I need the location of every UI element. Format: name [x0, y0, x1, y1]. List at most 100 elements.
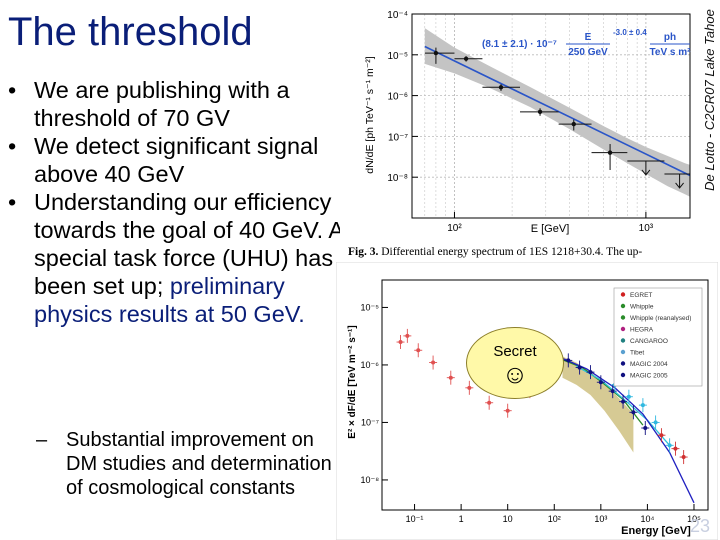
data-point — [431, 360, 436, 365]
x-tick-label: 10⁴ — [640, 514, 654, 524]
formula-fraction-den: 250 GeV — [568, 47, 608, 58]
data-point — [467, 385, 472, 390]
secret-label: Secret — [493, 343, 537, 360]
legend: EGRET Whipple Whipple (reanalysed) HEGRA CAN… — [613, 287, 703, 387]
formula-prefix: (8.1 ± 2.1) · 10⁻⁷ — [482, 39, 557, 50]
fit-formula: (8.1 ± 2.1) · 10⁻⁷ E 250 GeV -3.0 ± 0.4 … — [482, 28, 691, 58]
data-point — [631, 410, 636, 415]
data-point — [673, 446, 678, 451]
figure-caption: Fig. 3. Differential energy spectrum of … — [348, 246, 642, 258]
sub-bullet: – Substantial improvement on DM studies … — [36, 428, 336, 500]
sub-bullet-dash: – — [36, 429, 48, 451]
data-point — [610, 389, 615, 394]
data-point — [643, 426, 648, 431]
legend-marker — [620, 315, 626, 320]
x-tick-label: 10² — [548, 514, 561, 524]
data-point — [398, 340, 403, 345]
legend-entry: Whipple (reanalysed) — [630, 315, 691, 322]
y-tick-label: 10⁻⁶ — [361, 360, 380, 370]
y-axis-label: dN/dE [ph TeV⁻¹ s⁻¹ m⁻²] — [364, 56, 376, 173]
x-tick-label: 10⁻¹ — [406, 514, 424, 524]
x-tick-label: 1 — [459, 514, 464, 524]
data-point — [416, 348, 421, 353]
formula-fraction-num: E — [585, 32, 592, 43]
data-point — [626, 394, 631, 399]
data-point — [498, 85, 504, 90]
slide-title: The threshold — [8, 10, 253, 54]
sub-bullet-text: Substantial improvement on DM studies an… — [66, 429, 332, 499]
data-point — [577, 365, 582, 370]
x-tick-label: 10³ — [594, 514, 607, 524]
x-tick-label: 10² — [447, 223, 462, 234]
y-tick-label: 10⁻⁵ — [387, 51, 408, 62]
legend-entry: EGRET — [630, 292, 652, 299]
legend-marker — [620, 326, 626, 332]
data-point — [653, 420, 658, 425]
data-point — [433, 50, 439, 56]
y-tick-label: 10⁻⁸ — [387, 173, 408, 184]
y-axis-label: E² × dF/dE [TeV m⁻² s⁻¹] — [347, 325, 358, 438]
y-tick-label: 10⁻⁸ — [360, 475, 379, 485]
data-point — [681, 455, 686, 460]
figure-caption-label: Fig. 3. — [348, 246, 379, 258]
bullet-text: Understanding our efficiency towards the… — [34, 189, 343, 299]
legend-marker — [620, 349, 626, 355]
x-tick-label: 10³ — [639, 223, 654, 234]
bullet-item: • We detect significant signal above 40 … — [8, 132, 348, 188]
plot-frame — [381, 279, 709, 511]
figure-caption-text: Differential energy spectrum of 1ES 1218… — [378, 246, 643, 258]
legend-entry: MAGIC 2005 — [630, 373, 668, 380]
plot-frame — [411, 13, 691, 219]
legend-entry: HEGRA — [630, 327, 654, 334]
slide-number: 23 — [690, 516, 711, 536]
bullet-item: • We are publishing with a threshold of … — [8, 76, 348, 132]
legend-entry: CANGAROO — [630, 338, 668, 345]
upper-limit-arrow — [675, 173, 684, 189]
smiley-icon: ☺ — [501, 359, 529, 389]
spectrum-chart-top: 10² 10³ 10⁻⁴ 10⁻⁵ 10⁻⁶ 10⁻⁷ 10⁻⁸ E [GeV] dN/dE… — [340, 0, 695, 245]
data-point — [659, 433, 664, 438]
data-point — [598, 380, 603, 385]
legend-marker — [620, 292, 626, 297]
data-point — [505, 408, 510, 413]
formula-unit-den: TeV s m² — [650, 47, 692, 58]
legend-entry: Whipple — [630, 304, 654, 311]
bullet-text-highlight: preliminary physics results at 50 GeV. — [34, 273, 305, 327]
x-tick-label: 10⁵ — [687, 514, 701, 524]
y-tick-label: 10⁻⁷ — [388, 132, 408, 143]
data-point — [566, 358, 571, 363]
side-label-text: De Lotto - C2CR07 Lake Tahoe — [702, 9, 717, 191]
formula-unit-num: ph — [664, 32, 676, 43]
data-point — [621, 399, 626, 404]
y-tick-label: 10⁻⁶ — [387, 92, 408, 103]
data-point — [405, 333, 410, 338]
data-point — [607, 150, 613, 155]
bullet-dot: • — [8, 133, 17, 159]
upper-limit-arrow — [641, 160, 651, 176]
spectrum-chart-bottom: 10⁻¹ 1 10 10² 10³ 10⁴ 10⁵ 10⁻⁵ 10⁻⁶ 10⁻⁷ 10⁻⁸ EGRE… — [336, 262, 718, 540]
data-point — [537, 109, 543, 115]
bullet-dot: • — [8, 77, 17, 103]
data-point — [463, 56, 469, 61]
side-label: De Lotto - C2CR07 Lake Tahoe — [702, 0, 718, 200]
data-point — [667, 443, 672, 448]
legend-entry: Tibet — [630, 350, 644, 357]
legend-marker — [620, 303, 626, 309]
data-point — [487, 400, 492, 405]
data-point — [640, 403, 645, 408]
bullet-dot: • — [8, 189, 17, 215]
formula-exponent: -3.0 ± 0.4 — [613, 28, 647, 37]
secret-bubble: Secret ☺ — [466, 327, 564, 399]
x-tick-label: 10 — [503, 514, 513, 524]
legend-marker — [620, 361, 626, 366]
y-tick-label: 10⁻⁵ — [361, 302, 380, 312]
legend-marker — [620, 338, 626, 343]
legend-marker — [620, 372, 626, 378]
data-point — [571, 121, 576, 127]
x-axis-label: Energy [GeV] — [621, 525, 691, 537]
fit-line — [424, 45, 691, 177]
y-tick-label: 10⁻⁷ — [361, 417, 379, 427]
x-axis-label: E [GeV] — [531, 223, 570, 235]
bullet-item: • Understanding our efficiency towards t… — [8, 188, 348, 328]
bullet-text: We detect significant signal above 40 Ge… — [34, 133, 319, 187]
